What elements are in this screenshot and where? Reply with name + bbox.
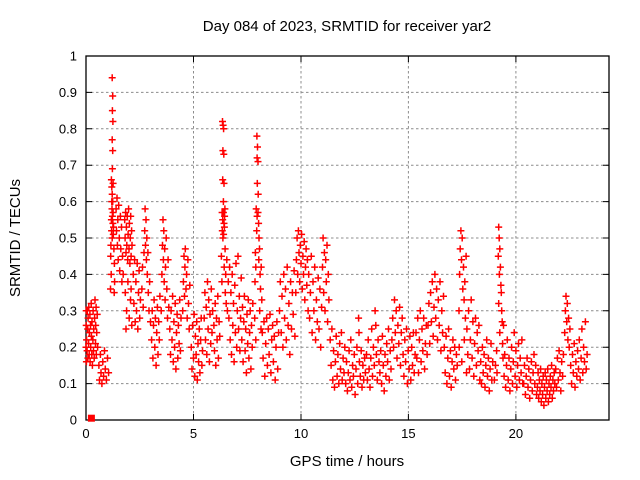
y-tick-label: 0.7	[59, 158, 77, 173]
y-tick-label: 0.6	[59, 194, 77, 209]
x-tick-label: 20	[509, 426, 523, 441]
square-data-point	[87, 414, 95, 422]
x-tick-label: 5	[190, 426, 197, 441]
y-tick-label: 0.9	[59, 85, 77, 100]
y-tick-label: 0.3	[59, 303, 77, 318]
x-tick-label: 15	[401, 426, 415, 441]
x-axis-label: GPS time / hours	[290, 453, 404, 470]
x-tick-label: 10	[294, 426, 308, 441]
y-tick-label: 0	[70, 413, 77, 428]
y-tick-label: 0.1	[59, 376, 77, 391]
x-tick-label: 0	[82, 426, 89, 441]
plot-border	[85, 55, 610, 421]
y-tick-label: 0.5	[59, 231, 77, 246]
y-tick-label: 0.4	[59, 267, 77, 282]
y-tick-label: 0.8	[59, 121, 77, 136]
y-tick-label: 1	[70, 49, 77, 64]
y-tick-label: 0.2	[59, 340, 77, 355]
data-points	[82, 74, 591, 409]
chart-title: Day 084 of 2023, SRMTID for receiver yar…	[203, 18, 491, 35]
plot-area: 0 5 10 15 20 0 0.1 0.2 0.3 0.4 0.5 0.6 0.7 0.8 0.9 1	[59, 49, 610, 441]
y-axis-label: SRMTID / TECUs	[7, 179, 24, 297]
